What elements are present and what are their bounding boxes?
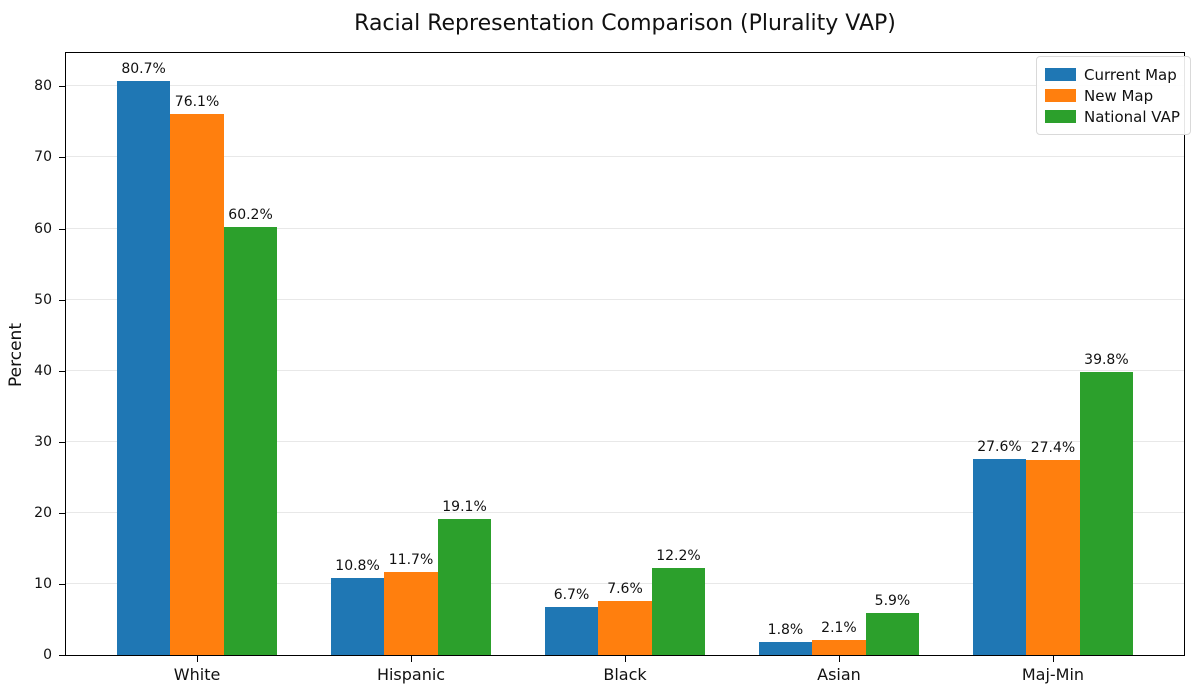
y-tick-label-70: 70 [34,149,52,166]
gridline-70 [66,156,1184,158]
bar-national-vap-black [651,568,706,655]
gridline-80 [66,85,1184,87]
x-tick-1 [411,656,413,662]
bar-value-label-national-vap-hispanic: 19.1% [442,499,487,516]
gridline-50 [66,298,1184,300]
gridline-40 [66,369,1184,371]
y-tick-70 [59,157,65,159]
gridline-10 [66,582,1184,584]
bar-current-map-maj-min [972,458,1027,655]
bar-value-label-new-map-maj-min: 27.4% [1030,440,1076,457]
bar-value-label-current-map-black: 6.7% [553,587,590,604]
x-tick-label-0: White [173,665,221,684]
x-tick-label-3: Asian [817,665,861,684]
y-tick-30 [59,441,65,443]
x-tick-4 [1052,656,1054,662]
y-tick-80 [59,86,65,88]
y-tick-label-60: 60 [34,220,52,237]
x-tick-label-4: Maj-Min [1021,665,1085,684]
x-tick-0 [197,656,199,662]
x-tick-3 [838,656,840,662]
y-tick-0 [59,655,65,656]
bar-value-label-current-map-hispanic: 10.8% [335,558,380,575]
bar-value-label-new-map-black: 7.6% [607,580,643,597]
bar-national-vap-white [223,227,278,655]
bar-value-label-new-map-hispanic: 11.7% [388,551,434,568]
bar-new-map-hispanic [384,571,438,655]
x-tick-label-1: Hispanic [376,665,446,684]
y-tick-label-0: 0 [43,647,52,663]
bar-value-label-current-map-maj-min: 27.6% [977,438,1022,455]
gridline-30 [66,440,1184,442]
bar-value-label-national-vap-asian: 5.9% [874,593,911,610]
plot-area: 80.7% 10.8% 6.7% 1.8% 27.6% 76.1% 11.7% 7.6% 2.1… [65,52,1185,656]
legend-swatch-icon [1045,110,1076,123]
bar-current-map-black [544,607,599,655]
legend-label: Current Map [1084,65,1177,84]
bar-national-vap-asian [865,613,920,655]
bar-value-label-national-vap-white: 60.2% [228,207,273,224]
y-tick-20 [59,512,65,514]
y-tick-60 [59,228,65,230]
y-tick-40 [59,370,65,372]
y-tick-label-80: 80 [34,78,52,95]
legend-label: New Map [1084,86,1154,105]
gridline-20 [66,511,1184,513]
legend-item-2: National VAP [1045,106,1180,127]
bar-national-vap-hispanic [437,519,492,655]
y-tick-label-50: 50 [34,291,52,308]
legend-label: National VAP [1084,107,1180,126]
y-tick-50 [59,299,65,301]
bar-new-map-black [598,600,652,655]
y-tick-10 [59,583,65,585]
bar-new-map-maj-min [1026,460,1080,655]
legend: Current Map New Map National VAP [1036,56,1191,135]
x-tick-2 [625,656,626,662]
gridline-60 [66,227,1184,229]
y-tick-label-30: 30 [34,433,52,450]
y-tick-label-40: 40 [34,362,52,379]
bar-value-label-national-vap-maj-min: 39.8% [1084,352,1129,369]
bar-national-vap-maj-min [1079,372,1134,655]
y-axis-label: Percent [6,323,26,387]
legend-item-0: Current Map [1045,64,1180,85]
x-tick-label-2: Black [603,665,647,684]
legend-item-1: New Map [1045,85,1180,106]
y-tick-label-10: 10 [34,575,52,592]
chart-title: Racial Representation Comparison (Plural… [354,11,896,36]
legend-swatch-icon [1045,68,1076,81]
bar-current-map-white [116,81,171,655]
bar-new-map-asian [812,640,866,655]
bar-value-label-current-map-white: 80.7% [121,61,166,78]
y-tick-label-20: 20 [34,504,52,521]
bar-value-label-new-map-white: 76.1% [174,94,220,111]
bar-current-map-asian [758,642,813,655]
bar-new-map-white [170,114,224,655]
bar-value-label-national-vap-black: 12.2% [656,548,701,565]
legend-swatch-icon [1045,89,1076,102]
bar-value-label-current-map-asian: 1.8% [767,622,804,639]
bar-current-map-hispanic [330,578,385,655]
bar-value-label-new-map-asian: 2.1% [821,620,857,637]
